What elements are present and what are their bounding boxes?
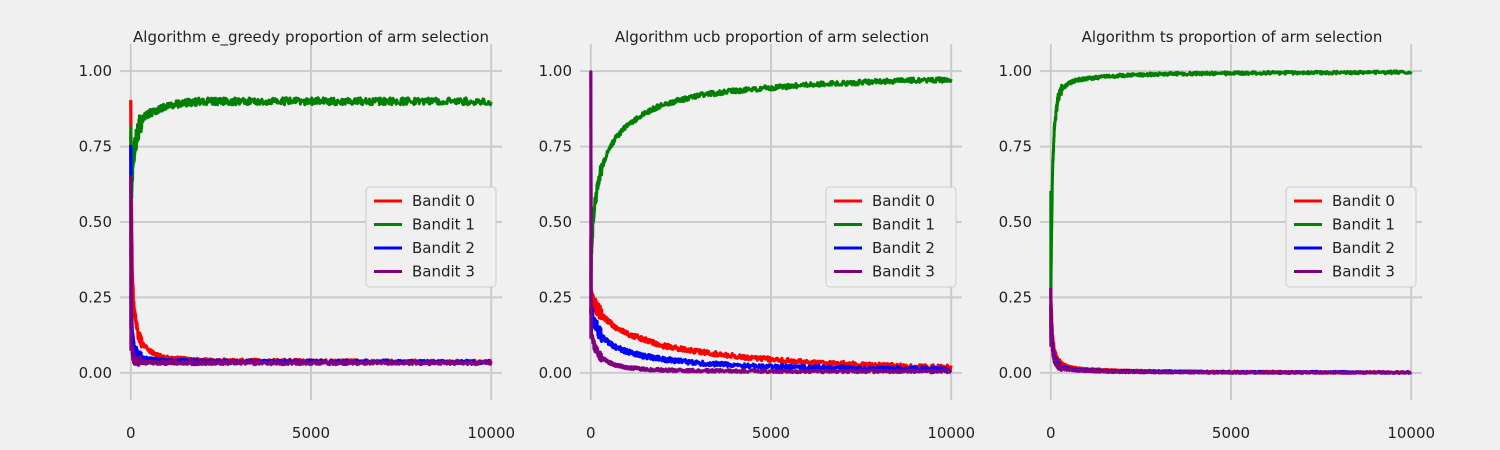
- legend-label: Bandit 2: [1332, 239, 1395, 257]
- y-tick-label: 0.75: [79, 138, 112, 156]
- y-tick-label: 0.75: [539, 138, 572, 156]
- legend-label: Bandit 0: [412, 192, 475, 210]
- y-tick-label: 0.25: [539, 288, 572, 306]
- legend-label: Bandit 3: [412, 263, 475, 281]
- legend-label: Bandit 2: [412, 239, 475, 257]
- y-tick-label: 0.50: [999, 213, 1032, 231]
- y-tick-label: 0.00: [539, 364, 572, 382]
- x-tick-label: 10000: [927, 424, 975, 442]
- y-tick-label: 0.75: [999, 138, 1032, 156]
- y-tick-label: 1.00: [79, 62, 112, 80]
- chart-title: Algorithm ucb proportion of arm selectio…: [615, 28, 929, 46]
- x-tick-label: 5000: [752, 424, 790, 442]
- legend-box: [825, 186, 957, 288]
- y-tick-label: 0.25: [999, 288, 1032, 306]
- series-line-bandit-3: [589, 70, 952, 375]
- legend-label: Bandit 1: [872, 216, 935, 234]
- x-tick-label: 0: [586, 424, 596, 442]
- y-tick-label: 0.25: [79, 288, 112, 306]
- x-tick-label: 10000: [467, 424, 515, 442]
- chart-title: Algorithm e_greedy proportion of arm sel…: [133, 28, 489, 47]
- y-tick-label: 0.00: [79, 364, 112, 382]
- chart-title: Algorithm ts proportion of arm selection: [1082, 28, 1383, 46]
- legend: Bandit 0 Bandit 1 Bandit 2 Bandit 3: [1285, 186, 1417, 288]
- x-tick-label: 5000: [292, 424, 330, 442]
- series-line-bandit-1: [1049, 69, 1413, 299]
- legend-label: Bandit 0: [1332, 192, 1395, 210]
- y-tick-label: 1.00: [999, 62, 1032, 80]
- series-line-bandit-2: [589, 301, 953, 374]
- legend-label: Bandit 1: [1332, 216, 1395, 234]
- y-tick-label: 0.50: [539, 213, 572, 231]
- series-line-bandit-1: [589, 76, 953, 290]
- series-line-bandit-0: [589, 289, 953, 372]
- x-tick-label: 0: [126, 424, 136, 442]
- chart-panel-1: 0.00 0.25 0.50 0.75 1.00 0 5000 10000 Algorithm …: [539, 28, 975, 442]
- legend-label: Bandit 3: [872, 263, 935, 281]
- y-tick-label: 1.00: [539, 62, 572, 80]
- series-line-bandit-1: [129, 96, 493, 201]
- y-tick-label: 0.50: [79, 213, 112, 231]
- legend-box: [1285, 186, 1417, 288]
- chart-panel-2: 0.00 0.25 0.50 0.75 1.00 0 5000 10000 Algorithm …: [999, 28, 1435, 442]
- x-tick-label: 5000: [1212, 424, 1250, 442]
- legend: Bandit 0 Bandit 1 Bandit 2 Bandit 3: [365, 186, 497, 288]
- series-line-bandit-3: [129, 175, 493, 367]
- legend-label: Bandit 0: [872, 192, 935, 210]
- y-tick-label: 0.00: [999, 364, 1032, 382]
- legend-box: [365, 186, 497, 288]
- chart-panel-0: 0.00 0.25 0.50 0.75 1.00 0 5000 10000 Algorithm …: [79, 28, 515, 442]
- x-tick-label: 0: [1046, 424, 1056, 442]
- legend-label: Bandit 2: [872, 239, 935, 257]
- legend-label: Bandit 3: [1332, 263, 1395, 281]
- series-line-bandit-3: [1049, 287, 1412, 375]
- x-tick-label: 10000: [1387, 424, 1435, 442]
- legend-label: Bandit 1: [412, 216, 475, 234]
- legend: Bandit 0 Bandit 1 Bandit 2 Bandit 3: [825, 186, 957, 288]
